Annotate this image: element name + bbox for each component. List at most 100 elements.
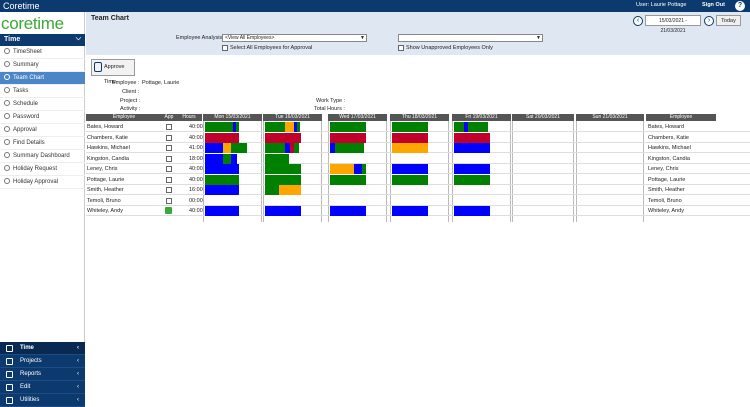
sidebar-item-timesheet[interactable]: TimeSheet [0,46,85,59]
table-row[interactable]: Kingston, Candia 18:00 Kingston, Candia [86,154,750,164]
sidebar-item-team-chart[interactable]: Team Chart [0,72,85,85]
time-bar-segment[interactable] [233,122,236,132]
time-bar-segment[interactable] [454,132,490,143]
sign-out-link[interactable]: Sign Out [702,2,725,8]
bottom-nav-projects[interactable]: Projects ‹ [0,355,85,368]
employee-analysis-select[interactable]: <View All Employees> ▼ [222,34,367,42]
time-bar-segment[interactable] [265,132,301,143]
sidebar-section-time[interactable]: Time ⌵ [0,34,85,46]
time-bar-segment[interactable] [392,206,428,216]
table-row[interactable]: Smith, Heather 16:00 Smith, Heather [86,185,750,195]
employee-name[interactable]: Smith, Heather [87,187,124,193]
next-week-icon[interactable]: › [704,16,714,26]
time-bar-segment[interactable] [392,122,428,132]
time-bar-segment[interactable] [285,143,290,153]
secondary-select[interactable]: ▼ [398,34,543,42]
time-bar-segment[interactable] [330,122,366,132]
time-bar-segment[interactable] [205,164,239,174]
employee-name[interactable]: Bates, Howard [87,124,124,130]
time-bar-segment[interactable] [239,143,247,153]
sidebar-item-holiday-approval[interactable]: Holiday Approval [0,176,85,189]
bottom-nav-edit[interactable]: Edit ‹ [0,381,85,394]
time-bar-segment[interactable] [330,143,335,153]
time-bar-segment[interactable] [277,153,283,164]
time-bar-segment[interactable] [231,153,237,164]
time-bar-segment[interactable] [265,206,301,216]
employee-name[interactable]: Whiteley, Andy [87,208,123,214]
approve-checkbox[interactable] [166,176,172,183]
approve-checkbox[interactable] [166,134,172,141]
sidebar-item-password[interactable]: Password [0,111,85,124]
time-bar-segment[interactable] [236,122,239,132]
time-bar-segment[interactable] [205,143,223,153]
time-bar-segment[interactable] [265,143,285,153]
time-bar-segment[interactable] [265,153,277,164]
time-bar-segment[interactable] [454,174,490,185]
time-bar-segment[interactable] [392,174,428,185]
employee-name[interactable]: Chambers, Katie [87,134,128,141]
previous-week-icon[interactable]: ‹ [633,16,643,26]
sidebar-item-approval[interactable]: Approval [0,124,85,137]
time-bar-segment[interactable] [454,206,490,216]
time-bar-segment[interactable] [290,143,294,153]
bottom-nav-utilities[interactable]: Utilities ‹ [0,394,85,407]
time-bar-segment[interactable] [265,174,283,185]
time-bar-segment[interactable] [294,143,299,153]
time-bar-segment[interactable] [464,122,468,132]
time-bar-segment[interactable] [330,164,354,174]
time-bar-segment[interactable] [392,164,428,174]
bottom-nav-reports[interactable]: Reports ‹ [0,368,85,381]
sidebar-item-tasks[interactable]: Tasks [0,85,85,98]
time-bar-segment[interactable] [205,174,239,185]
time-bar-segment[interactable] [294,122,297,132]
time-bar-segment[interactable] [279,185,301,195]
time-bar-segment[interactable] [454,164,490,174]
approve-checkbox[interactable] [166,145,172,151]
employee-name[interactable]: Kingston, Candia [87,155,129,162]
sidebar-item-schedule[interactable]: Schedule [0,98,85,111]
time-bar-segment[interactable] [283,174,301,185]
today-button[interactable]: Today [716,15,741,26]
approve-checkbox[interactable] [166,155,172,162]
approve-time-button[interactable]: Approve Time [91,59,135,85]
select-all-checkbox[interactable] [222,45,228,51]
employee-name[interactable]: Leney, Chris [87,166,118,172]
time-bar-segment[interactable] [223,143,231,153]
employee-name[interactable]: Temoli, Bruno [87,197,121,204]
time-bar-segment[interactable] [330,174,366,185]
employee-name[interactable]: Hawkins, Michael [87,145,130,151]
bottom-nav-time[interactable]: Time ‹ [0,342,85,355]
time-bar-segment[interactable] [285,122,294,132]
table-row[interactable]: Temoli, Bruno 00:00 Temoli, Bruno [86,196,750,206]
show-unapproved-checkbox[interactable] [398,45,404,51]
time-bar-segment[interactable] [205,153,223,164]
approve-checkbox[interactable] [166,187,172,193]
time-bar-segment[interactable] [283,153,289,164]
time-bar-segment[interactable] [454,122,464,132]
approve-checkbox[interactable] [166,166,172,172]
sidebar-item-holiday-request[interactable]: Holiday Request [0,163,85,176]
approve-checkbox[interactable] [166,124,172,130]
time-bar-segment[interactable] [265,164,301,174]
time-bar-segment[interactable] [223,153,231,164]
time-bar-segment[interactable] [468,122,488,132]
date-range-display[interactable]: 15/03/2021 - 21/03/2021 [645,15,701,34]
time-bar-segment[interactable] [392,143,428,153]
time-bar-segment[interactable] [297,122,300,132]
time-bar-segment[interactable] [392,132,428,143]
time-bar-segment[interactable] [454,143,490,153]
time-bar-segment[interactable] [231,143,239,153]
time-bar-segment[interactable] [205,185,239,195]
time-bar-segment[interactable] [330,206,366,216]
time-bar-segment[interactable] [335,143,364,153]
time-bar-segment[interactable] [354,164,362,174]
approve-checkbox[interactable] [166,197,172,204]
time-bar-segment[interactable] [330,132,366,143]
time-bar-segment[interactable] [205,206,239,216]
time-bar-segment[interactable] [205,122,235,132]
time-bar-segment[interactable] [265,122,285,132]
time-bar-segment[interactable] [265,185,279,195]
help-icon[interactable]: ? [735,1,745,11]
sidebar-item-summary-dashboard[interactable]: Summary Dashboard [0,150,85,163]
sidebar-item-summary[interactable]: Summary [0,59,85,72]
